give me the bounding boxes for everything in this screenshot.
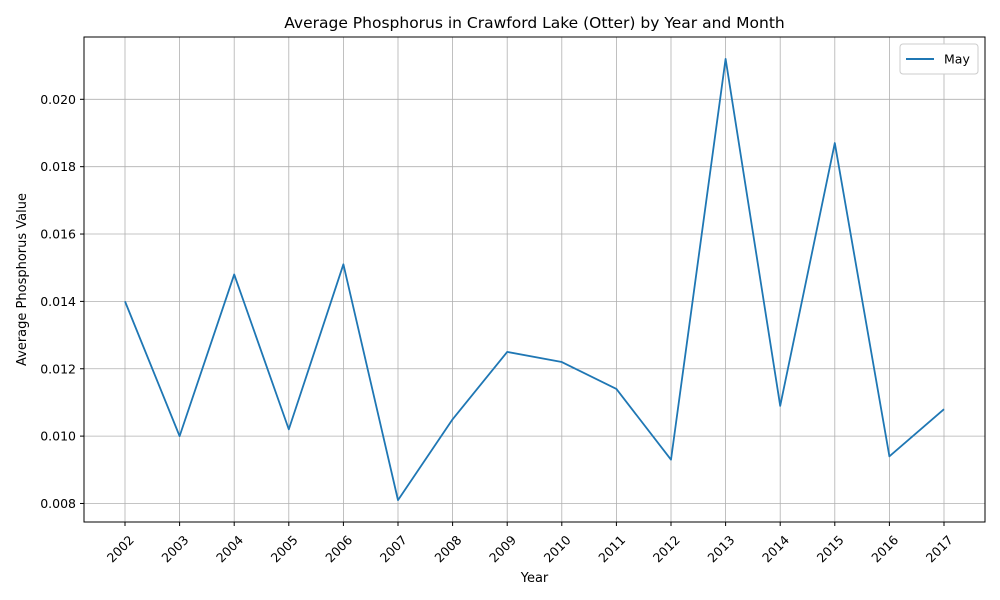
- series-layer: [124, 57, 945, 502]
- x-axis-label: Year: [520, 571, 549, 586]
- y-tick-label: 0.014: [40, 294, 76, 309]
- y-tick-label: 0.012: [40, 361, 76, 376]
- x-tick-label: 2014: [759, 532, 792, 565]
- plot-frame: [83, 36, 986, 523]
- x-tick-label: 2013: [704, 532, 737, 565]
- y-tick-label: 0.016: [40, 227, 76, 242]
- x-tick-label: 2008: [431, 532, 464, 565]
- x-tick-label: 2002: [104, 532, 137, 565]
- grid: [84, 37, 985, 522]
- x-axis: 2002 2003 2004 2005 2006 2007 2008 2009 2010 2011…: [104, 522, 956, 565]
- legend-label-may: May: [944, 52, 970, 67]
- x-tick-label: 2003: [158, 532, 191, 565]
- series-line-may: [124, 57, 945, 502]
- chart-title: Average Phosphorus in Crawford Lake (Ott…: [284, 14, 785, 32]
- x-tick-label: 2006: [322, 532, 355, 565]
- x-tick-label: 2010: [541, 532, 574, 565]
- x-tick-label: 2011: [595, 532, 628, 565]
- y-tick-label: 0.010: [40, 429, 76, 444]
- x-tick-label: 2004: [213, 532, 246, 565]
- legend-box: [899, 43, 979, 75]
- y-tick-label: 0.008: [40, 496, 76, 511]
- y-tick-label: 0.018: [40, 159, 76, 174]
- x-tick-label: 2005: [268, 532, 301, 565]
- y-axis: 0.008 0.010 0.012 0.014 0.016 0.018 0.020: [40, 92, 84, 511]
- x-tick-label: 2012: [650, 532, 683, 565]
- x-tick-label: 2016: [868, 532, 901, 565]
- x-tick-label: 2017: [923, 532, 956, 565]
- x-tick-label: 2015: [814, 532, 847, 565]
- legend: May: [899, 43, 979, 75]
- y-tick-label: 0.020: [40, 92, 76, 107]
- x-tick-label: 2007: [377, 532, 410, 565]
- y-axis-label: Average Phosphorus Value: [15, 193, 30, 366]
- x-tick-label: 2009: [486, 532, 519, 565]
